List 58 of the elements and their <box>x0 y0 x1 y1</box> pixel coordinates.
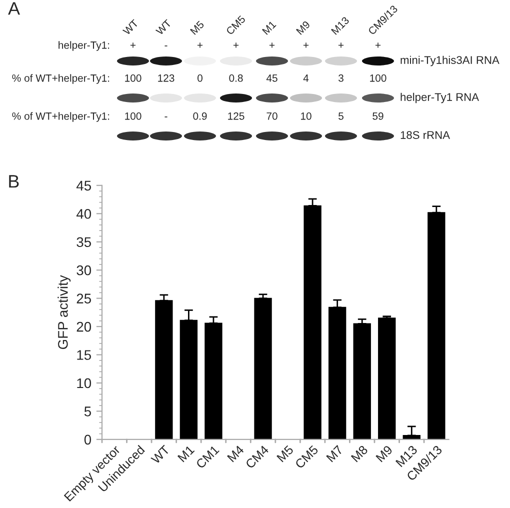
y-tick-label: 25 <box>76 294 92 304</box>
text: 10 <box>301 112 312 120</box>
text: mini-Ty1his3AI RNA <box>400 56 500 66</box>
text: 59 <box>372 112 384 120</box>
y-tick-label: 45 <box>76 180 92 191</box>
text: + <box>197 42 203 48</box>
text: A <box>8 2 20 15</box>
text: 70 <box>266 112 278 120</box>
text: 100 <box>125 112 142 120</box>
text: - <box>164 116 168 118</box>
x-tick-label: M8 <box>350 444 368 462</box>
bar <box>254 298 272 440</box>
text: 18S rRNA <box>400 131 450 139</box>
y-tick-label: 5 <box>84 406 91 416</box>
chart-title: B <box>9 175 19 188</box>
text: helper-Ty1 RNA <box>400 92 480 104</box>
text: 4 <box>303 74 309 82</box>
text: 45 <box>266 74 278 82</box>
x-tick-label: M1 <box>177 445 195 462</box>
text: M5 <box>190 20 204 35</box>
text: + <box>303 42 309 48</box>
text: M1 <box>262 20 276 35</box>
y-tick-label: 40 <box>76 208 92 219</box>
text: + <box>338 42 344 48</box>
x-tick-label: M7 <box>326 445 344 462</box>
x-tick-label: WT <box>150 444 170 464</box>
text: WT <box>155 19 172 36</box>
y-tick-label: 15 <box>77 350 92 360</box>
text: + <box>130 42 136 48</box>
x-tick-label: M9 <box>376 444 393 462</box>
text: 125 <box>228 112 244 120</box>
x-tick-label: CM1 <box>195 444 220 469</box>
bar <box>353 323 371 440</box>
text: 100 <box>125 74 142 82</box>
y-tick-label: 20 <box>76 322 92 332</box>
x-tick-label: M5 <box>276 444 294 462</box>
text: + <box>269 42 275 48</box>
text: WT <box>122 19 139 36</box>
x-tick-label: M4 <box>227 444 244 462</box>
text: helper-Ty1: <box>58 41 110 51</box>
y-tick-label: 0 <box>84 434 92 445</box>
y-tick-label: 10 <box>77 378 92 388</box>
text: + <box>375 42 381 48</box>
text: 5 <box>338 112 344 120</box>
text: 0.8 <box>229 74 243 82</box>
text: 3 <box>338 74 344 82</box>
text: 0.9 <box>193 112 207 120</box>
bar <box>378 318 396 440</box>
y-tick-label: 35 <box>76 237 92 248</box>
text: 100 <box>370 74 386 82</box>
text: M9 <box>296 20 310 35</box>
y-axis-title: GFP activity <box>58 275 71 350</box>
text: % of WT+helper-Ty1: <box>12 112 110 122</box>
text: 0 <box>198 74 202 82</box>
text: + <box>233 42 239 48</box>
text: 123 <box>158 74 174 82</box>
text: % of WT+helper-Ty1: <box>12 74 110 84</box>
y-tick-label: 30 <box>76 265 92 276</box>
